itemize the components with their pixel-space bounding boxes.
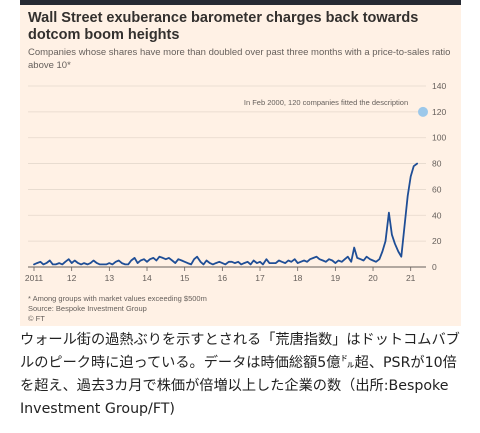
y-tick-label: 120 [432, 107, 446, 117]
y-tick-label: 40 [432, 210, 442, 220]
x-tick-label: 18 [293, 273, 303, 283]
y-tick-label: 140 [432, 81, 446, 91]
x-tick-label: 16 [218, 273, 228, 283]
x-tick-label: 15 [180, 273, 190, 283]
y-tick-label: 20 [432, 236, 442, 246]
line-chart: 0 20 40 60 80 100 120 140 2011 12 13 14 15 16 17 18 19 20… [25, 81, 447, 283]
annotation-marker [418, 106, 428, 117]
article-caption: ウォール街の過熱ぶりを示すとされる「荒唐指数」はドットコムバブルのピーク時に迫っ… [20, 332, 460, 417]
x-tick-label: 2011 [25, 273, 44, 283]
x-tick-label: 21 [406, 273, 416, 283]
ft-top-bar [20, 0, 461, 5]
ft-credit: © FT [28, 314, 45, 323]
series-line [33, 162, 419, 266]
x-tick-label: 13 [105, 273, 115, 283]
y-tick-label: 60 [432, 184, 442, 194]
x-tick-label: 17 [255, 273, 265, 283]
annotation-text: In Feb 2000, 120 companies fitted the de… [244, 98, 408, 107]
y-tick-label: 100 [432, 133, 446, 143]
chart-title: Wall Street exuberance barometer charges… [28, 10, 419, 43]
chart-subtitle: Companies whose shares have more than do… [28, 47, 451, 71]
chart-source: Source: Bespoke Investment Group [28, 304, 147, 313]
x-tick-label: 14 [142, 273, 152, 283]
x-tick-label: 19 [331, 273, 341, 283]
y-tick-label: 80 [432, 159, 442, 169]
chart-card: Wall Street exuberance barometer charges… [20, 0, 461, 326]
x-tick-label: 20 [368, 273, 378, 283]
chart-footnote: * Among groups with market values exceed… [28, 294, 207, 303]
x-tick-label: 12 [67, 273, 77, 283]
y-tick-label: 0 [432, 262, 437, 272]
